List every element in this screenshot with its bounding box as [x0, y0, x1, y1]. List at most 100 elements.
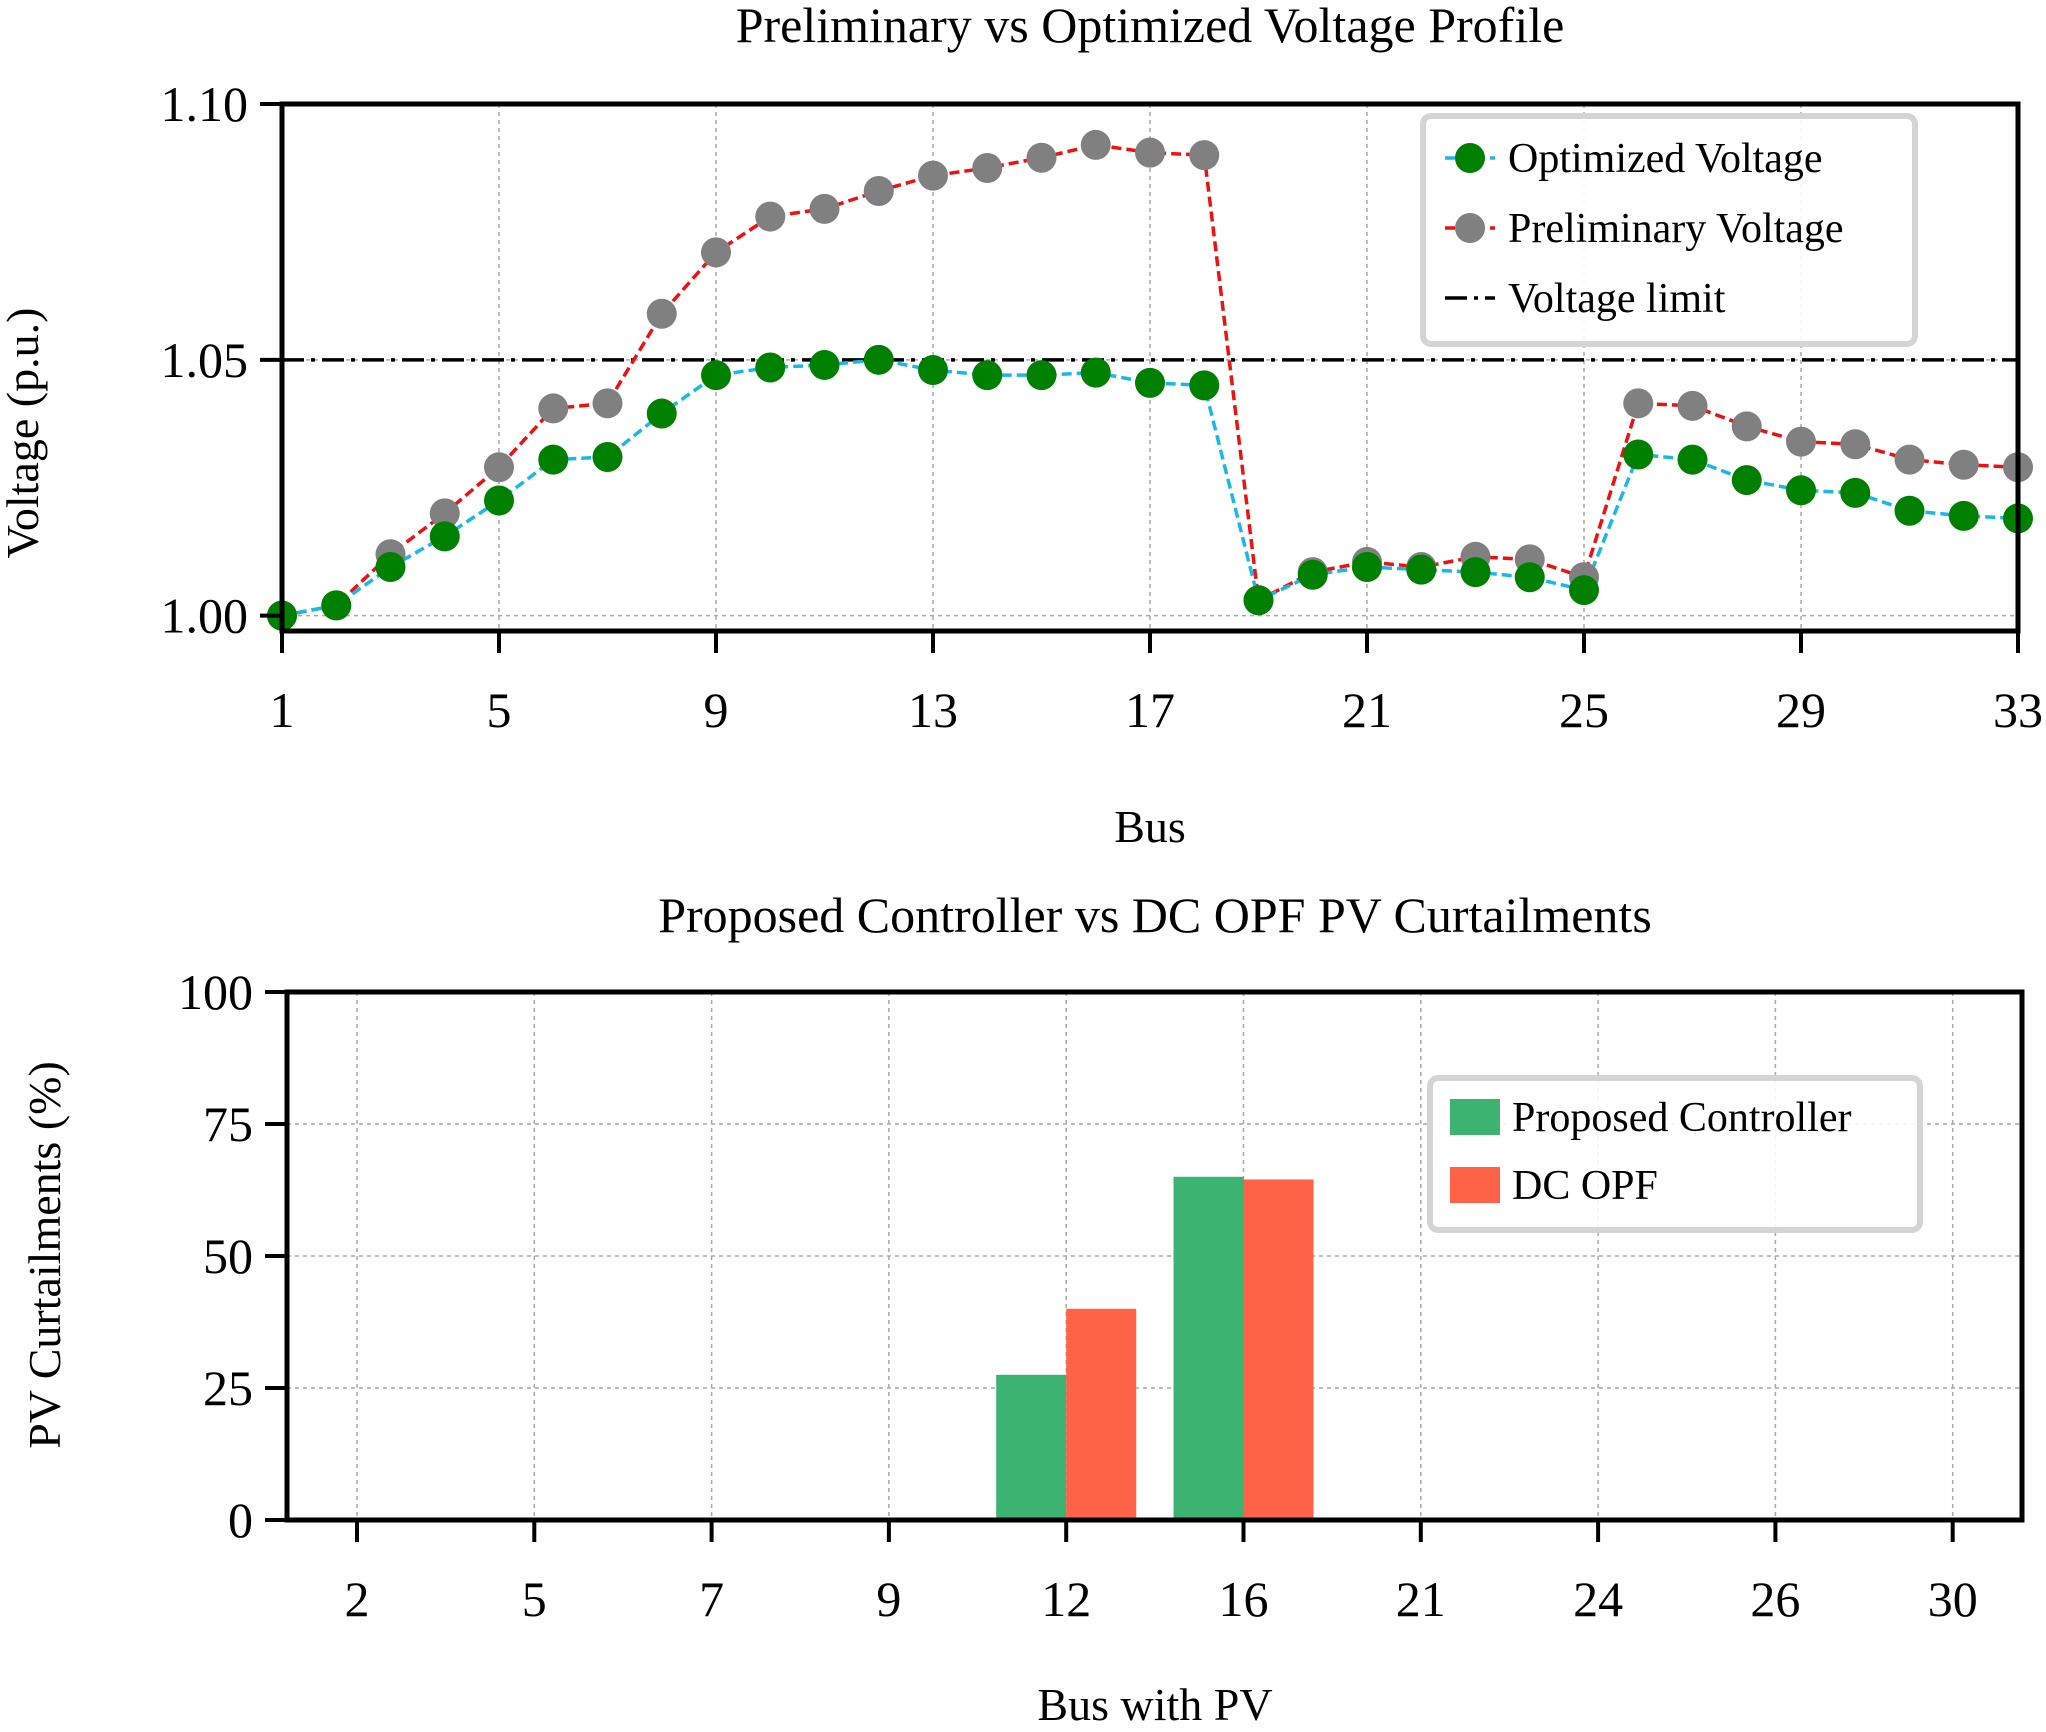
optimized-voltage-point	[646, 398, 677, 429]
voltage-x-tick-label: 5	[487, 682, 512, 738]
voltage-x-tick-label: 9	[704, 682, 729, 738]
curtailment-y-tick-label: 50	[203, 1228, 253, 1284]
preliminary-voltage-point	[863, 175, 894, 206]
preliminary-voltage-point	[1786, 426, 1816, 457]
optimized-voltage-point	[1948, 500, 1979, 531]
optimized-voltage-point	[484, 485, 514, 516]
optimized-voltage-point	[321, 590, 352, 621]
voltage-x-tick-label: 17	[1125, 682, 1175, 738]
voltage-y-tick-label: 1.00	[161, 588, 249, 644]
legend-preliminary-label: Preliminary Voltage	[1508, 206, 1844, 252]
optimized-voltage-point	[429, 521, 460, 552]
curtailment-x-tick-label: 26	[1750, 1571, 1800, 1627]
optimized-voltage-point	[1297, 559, 1328, 590]
curtailment-x-tick-label: 30	[1928, 1571, 1978, 1627]
preliminary-voltage-point	[429, 498, 460, 529]
optimized-voltage-point	[1677, 444, 1708, 475]
voltage-series-points	[267, 129, 2033, 631]
curtailment-x-tick-label: 9	[876, 1571, 901, 1627]
pv-curtailment-chart: Proposed Controller vs DC OPF PV Curtail…	[19, 887, 2025, 1730]
optimized-voltage-point	[972, 360, 1003, 391]
preliminary-voltage-point	[1840, 429, 1871, 460]
legend-optimized-label: Optimized Voltage	[1508, 136, 1823, 182]
dcopf-bar	[1066, 1308, 1137, 1520]
preliminary-voltage-point	[484, 452, 514, 483]
optimized-voltage-point	[1514, 562, 1545, 593]
curtailment-x-tick-label: 24	[1573, 1571, 1623, 1627]
voltage-profile-chart: Preliminary vs Optimized Voltage Profile…	[0, 0, 2043, 852]
voltage-legend: Optimized Voltage Preliminary Voltage Vo…	[1420, 113, 1918, 347]
optimized-voltage-point	[701, 360, 731, 391]
curtailment-plot-frame	[284, 989, 2025, 1523]
proposed-bar	[1173, 1176, 1244, 1520]
preliminary-voltage-point	[1677, 390, 1708, 421]
optimized-voltage-point	[1623, 439, 1654, 470]
preliminary-voltage-point	[1731, 411, 1762, 442]
preliminary-voltage-point	[1623, 388, 1654, 419]
curtailment-x-axis-label: Bus with PV	[1037, 1679, 1272, 1730]
curtailment-y-axis-label: PV Curtailments (%)	[19, 1061, 70, 1449]
optimized-voltage-point	[1840, 477, 1871, 508]
preliminary-voltage-point	[1948, 449, 1979, 480]
voltage-y-axis-label: Voltage (p.u.)	[0, 308, 48, 559]
preliminary-voltage-point	[918, 160, 948, 191]
optimized-voltage-point	[918, 355, 948, 386]
legend-dcopf-label: DC OPF	[1512, 1163, 1658, 1209]
curtailment-legend-box	[1427, 1075, 1923, 1233]
curtailment-y-tick-label: 0	[228, 1492, 253, 1548]
optimized-voltage-point	[809, 349, 840, 380]
voltage-plot-frame	[279, 101, 2021, 634]
voltage-y-tick-label: 1.10	[161, 76, 249, 132]
legend-limit-label: Voltage limit	[1508, 276, 1726, 322]
optimized-voltage-point	[1189, 370, 1220, 401]
curtailment-legend: Proposed Controller DC OPF	[1427, 1075, 1923, 1233]
curtailment-y-tick-label: 75	[203, 1096, 253, 1152]
curtailment-y-tick-label: 25	[203, 1360, 253, 1416]
legend-proposed-label: Proposed Controller	[1512, 1095, 1851, 1141]
preliminary-voltage-point	[538, 393, 569, 424]
legend-dcopf-swatch	[1450, 1167, 1500, 1203]
legend-proposed-swatch	[1450, 1099, 1500, 1135]
voltage-y-tick-label: 1.05	[161, 332, 249, 388]
optimized-voltage-point	[863, 344, 894, 375]
optimized-voltage-point	[1406, 554, 1437, 585]
optimized-voltage-point	[1352, 552, 1382, 583]
curtailment-y-tick-label: 100	[178, 964, 253, 1020]
preliminary-voltage-point	[1189, 140, 1220, 171]
optimized-voltage-point	[1026, 360, 1057, 391]
curtailment-x-tick-label: 2	[345, 1571, 370, 1627]
curtailment-x-tick-label: 5	[522, 1571, 547, 1627]
optimized-voltage-line	[281, 358, 2019, 618]
curtailment-x-tick-label: 21	[1396, 1571, 1446, 1627]
optimized-voltage-point	[1460, 557, 1491, 588]
preliminary-voltage-point	[701, 237, 731, 268]
preliminary-voltage-point	[1894, 444, 1925, 475]
legend-optimized-marker	[1455, 143, 1485, 173]
curtailment-x-tick-label: 16	[1219, 1571, 1269, 1627]
optimized-voltage-point	[375, 552, 406, 583]
voltage-x-tick-label: 33	[1993, 682, 2043, 738]
optimized-voltage-point	[1786, 475, 1816, 506]
voltage-x-axis-label: Bus	[1114, 801, 1186, 852]
voltage-y-ticks: 1.00 1.05 1.10	[161, 76, 282, 644]
optimized-voltage-point	[592, 442, 623, 473]
optimized-voltage-point	[755, 352, 786, 383]
curtailment-x-ticks: 2 5 7 9 12 16 21 24 26 30	[345, 1520, 1978, 1627]
curtailment-x-tick-label: 7	[699, 1571, 724, 1627]
preliminary-voltage-point	[1026, 142, 1057, 173]
curtailment-y-ticks: 0 25 50 75 100	[178, 964, 287, 1548]
optimized-voltage-point	[538, 444, 569, 475]
voltage-legend-box	[1420, 113, 1918, 347]
preliminary-voltage-point	[592, 388, 623, 419]
voltage-x-ticks: 1 5 9 13 17 21 25 29 33	[270, 631, 2043, 738]
curtailment-grid	[287, 991, 2022, 1521]
voltage-x-tick-label: 1	[270, 682, 295, 738]
preliminary-voltage-point	[1080, 129, 1111, 160]
voltage-x-tick-label: 13	[908, 682, 958, 738]
optimized-voltage-point	[1135, 367, 1165, 398]
optimized-voltage-point	[1731, 465, 1762, 496]
voltage-x-tick-label: 29	[1776, 682, 1826, 738]
preliminary-voltage-point	[972, 152, 1003, 183]
optimized-voltage-point	[1243, 585, 1274, 616]
optimized-voltage-point	[1894, 495, 1925, 526]
